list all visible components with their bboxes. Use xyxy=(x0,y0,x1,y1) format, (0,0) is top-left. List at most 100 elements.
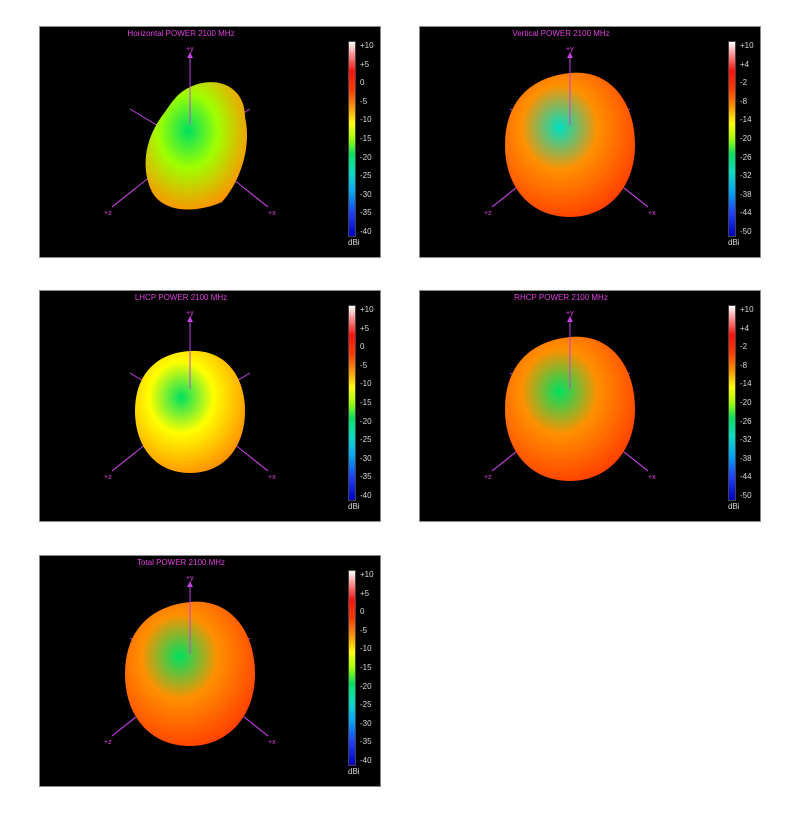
pattern-plot: +y +z +x xyxy=(104,310,276,481)
z-axis-front xyxy=(111,452,136,472)
panel-title: Vertical POWER 2100 MHz xyxy=(512,29,610,38)
colorbar-unit-label: dBi xyxy=(728,502,740,511)
x-axis-label: +x xyxy=(268,474,276,481)
horizontal-power-panel: Horizontal POWER 2100 MHz +y +z +x +10 +5 0 -5 -… xyxy=(39,26,381,258)
z-axis-front xyxy=(111,188,136,208)
colorbar-tick-label: +4 xyxy=(740,59,750,69)
x-axis-label: +x xyxy=(648,210,656,217)
colorbar-tick-label: -10 xyxy=(360,115,372,125)
z-axis-front xyxy=(491,188,516,208)
vertical-power-panel: Vertical POWER 2100 MHz +y +z +x +10 +4 -2 -8 -1… xyxy=(419,26,761,258)
colorbar-tick-label: -50 xyxy=(740,491,752,500)
colorbar-tick-label: +10 xyxy=(360,570,374,579)
colorbar-tick-label: -10 xyxy=(360,379,372,389)
x-axis-front xyxy=(624,188,649,208)
colorbar-tick-label: -5 xyxy=(360,96,368,106)
colorbar-tick-label: -20 xyxy=(360,416,372,426)
radiation-surface xyxy=(505,72,635,217)
total-power-panel: Total POWER 2100 MHz +y +z +x +10 +5 0 -5 -10 -15… xyxy=(39,555,381,787)
colorbar xyxy=(728,305,736,501)
radiation-surface xyxy=(145,82,248,210)
colorbar-tick-label: +5 xyxy=(360,323,370,333)
colorbar-tick-label: 0 xyxy=(360,607,365,617)
colorbar-tick-label: -44 xyxy=(740,472,752,482)
colorbar-tick-label: 0 xyxy=(360,78,365,88)
colorbar-tick-label: -35 xyxy=(360,208,372,218)
y-axis-label: +y xyxy=(566,46,574,53)
colorbar-tick-label: -25 xyxy=(360,700,372,710)
colorbar-tick-label: -30 xyxy=(360,189,372,199)
y-axis-arrow xyxy=(187,52,193,58)
colorbar-tick-label: -26 xyxy=(740,152,752,162)
z-axis-front xyxy=(111,717,136,737)
y-axis-arrow xyxy=(187,581,193,587)
colorbar-tick-label: -5 xyxy=(360,360,368,370)
colorbar xyxy=(728,41,736,237)
colorbar-tick-label: +10 xyxy=(360,305,374,314)
colorbar xyxy=(348,570,356,766)
z-axis-label: +z xyxy=(104,210,112,217)
colorbar-tick-label: -20 xyxy=(740,134,752,143)
y-axis-label: +y xyxy=(186,310,194,317)
colorbar xyxy=(348,41,356,237)
colorbar-tick-label: -35 xyxy=(360,472,372,482)
panel-title: Horizontal POWER 2100 MHz xyxy=(127,29,235,38)
colorbar-unit-label: dBi xyxy=(348,238,360,247)
colorbar-tick-label: -8 xyxy=(740,96,748,106)
colorbar-tick-label: +10 xyxy=(740,41,754,50)
colorbar-tick-label: +4 xyxy=(740,323,750,333)
panel-title: Total POWER 2100 MHz xyxy=(136,558,226,567)
pattern-plot: +y +z +x xyxy=(484,46,656,217)
colorbar-tick-label: -15 xyxy=(360,398,372,407)
colorbar-tick-label: -32 xyxy=(740,435,752,445)
colorbar-tick-label: 0 xyxy=(360,342,365,352)
colorbar-tick-label: -15 xyxy=(360,663,372,672)
z-axis-label: +z xyxy=(104,474,112,481)
z-axis-front xyxy=(491,452,516,472)
colorbar-tick-label: -26 xyxy=(740,416,752,426)
colorbar-tick-label: -14 xyxy=(740,115,752,125)
colorbar-tick-label: -30 xyxy=(360,453,372,463)
colorbar-tick-label: +5 xyxy=(360,588,370,598)
panel-title: RHCP POWER 2100 MHz xyxy=(514,293,608,302)
x-axis-label: +x xyxy=(268,210,276,217)
colorbar-tick-label: -14 xyxy=(740,379,752,389)
colorbar-tick-label: -8 xyxy=(740,360,748,370)
colorbar-tick-label: -25 xyxy=(360,435,372,445)
z-axis-label: +z xyxy=(484,474,492,481)
colorbar-tick-label: -40 xyxy=(360,491,372,500)
colorbar-tick-label: -32 xyxy=(740,171,752,181)
radiation-surface xyxy=(135,350,245,473)
x-axis-label: +x xyxy=(268,739,276,746)
colorbar-tick-label: -25 xyxy=(360,171,372,181)
colorbar-tick-label: -40 xyxy=(360,756,372,765)
y-axis-label: +y xyxy=(186,46,194,53)
z-axis-label: +z xyxy=(484,210,492,217)
colorbar-tick-label: -15 xyxy=(360,134,372,143)
z-axis-label: +z xyxy=(104,739,112,746)
x-axis-front xyxy=(244,188,269,208)
colorbar xyxy=(348,305,356,501)
lhcp-power-panel: LHCP POWER 2100 MHz +y +z +x +10 +5 0 -5 -10 -15 -… xyxy=(39,290,381,522)
x-axis-front xyxy=(244,717,269,737)
colorbar-tick-label: -20 xyxy=(360,152,372,162)
colorbar-tick-label: +5 xyxy=(360,59,370,69)
y-axis-arrow xyxy=(187,316,193,322)
radiation-surface xyxy=(125,601,255,746)
colorbar-tick-label: -2 xyxy=(740,78,748,88)
colorbar-tick-label: -20 xyxy=(360,681,372,691)
colorbar-unit-label: dBi xyxy=(348,767,360,776)
colorbar-tick-label: +10 xyxy=(740,305,754,314)
y-axis-label: +y xyxy=(566,310,574,317)
y-axis-label: +y xyxy=(186,575,194,582)
colorbar-unit-label: dBi xyxy=(728,238,740,247)
colorbar-tick-label: -40 xyxy=(360,227,372,236)
y-axis-arrow xyxy=(567,316,573,322)
colorbar-tick-label: -35 xyxy=(360,737,372,747)
x-axis-front xyxy=(244,452,269,472)
colorbar-tick-label: -44 xyxy=(740,208,752,218)
colorbar-tick-label: -10 xyxy=(360,644,372,654)
panel-title: LHCP POWER 2100 MHz xyxy=(134,293,228,302)
pattern-plot: +y +z +x xyxy=(104,46,276,217)
colorbar-unit-label: dBi xyxy=(348,502,360,511)
